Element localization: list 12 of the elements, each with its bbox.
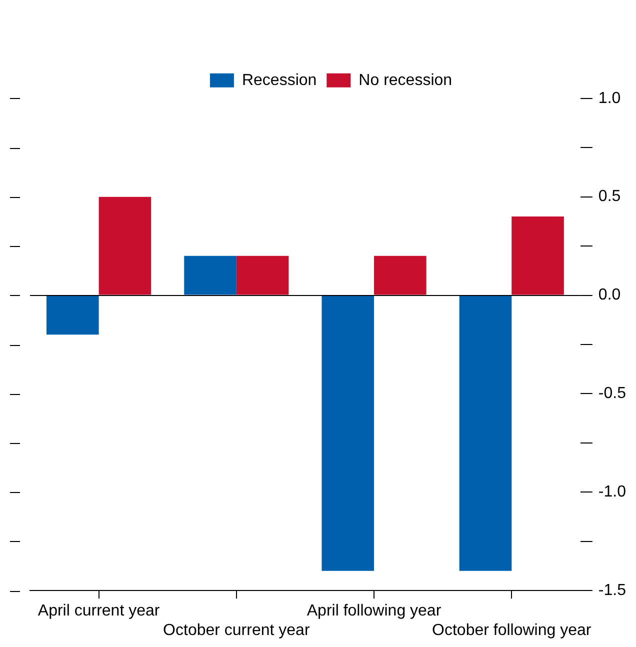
legend-label: No recession: [358, 72, 452, 89]
x-tick-label: October following year: [432, 622, 592, 639]
y-tick-label: 0.5: [598, 188, 621, 206]
y-tick-label: 0.0: [598, 286, 621, 304]
x-tick-label: April following year: [306, 602, 442, 620]
x-tick-label: October current year: [163, 622, 310, 639]
y-tick-label: 1.0: [598, 90, 621, 107]
legend-label: Recession: [242, 72, 317, 89]
y-tick-label: -0.5: [598, 385, 626, 402]
x-tick-label: April current year: [38, 602, 160, 620]
y-tick-label: -1.5: [598, 582, 626, 600]
y-tick-label: -1.0: [598, 484, 626, 501]
